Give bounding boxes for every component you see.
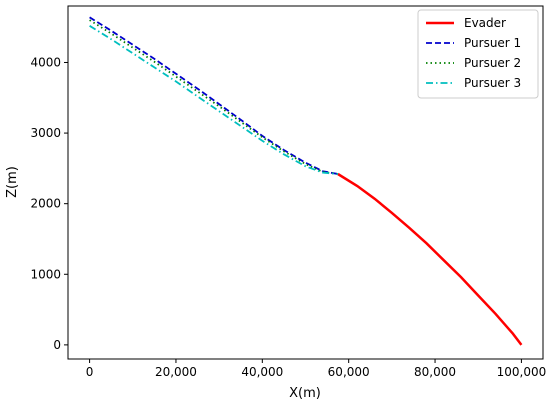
series-layer <box>89 16 523 346</box>
y-tick-label: 1000 <box>30 267 61 281</box>
x-tick-label: 0 <box>86 365 94 379</box>
series-line-pursuer-1 <box>89 16 339 175</box>
legend-box <box>417 9 539 99</box>
y-axis-label: Z(m) <box>5 166 20 198</box>
legend-label: Pursuer 2 <box>464 56 521 70</box>
y-tick-label: 0 <box>53 338 61 352</box>
series-line-evader <box>337 172 523 346</box>
y-tick-label: 2000 <box>30 197 61 211</box>
y-tick-label: 4000 <box>30 55 61 69</box>
x-axis-label: X(m) <box>289 386 321 401</box>
x-tick-label: 20,000 <box>155 365 197 379</box>
x-tick-label: 40,000 <box>241 365 283 379</box>
legend-label: Pursuer 3 <box>464 76 521 90</box>
legend-label: Pursuer 1 <box>464 36 521 50</box>
x-tick-label: 60,000 <box>328 365 370 379</box>
y-axis-ticks: 0 1000 2000 3000 4000 <box>30 55 68 352</box>
y-tick-label: 3000 <box>30 126 61 140</box>
x-tick-label: 100,000 <box>497 365 547 379</box>
legend-label: Evader <box>464 16 506 30</box>
x-tick-label: 80,000 <box>414 365 456 379</box>
legend: Evader Pursuer 1 Pursuer 2 Pursuer 3 <box>417 9 539 99</box>
x-axis-ticks: 0 20,000 40,000 60,000 80,000 100,000 <box>86 359 546 379</box>
series-line-pursuer-3 <box>89 25 338 175</box>
